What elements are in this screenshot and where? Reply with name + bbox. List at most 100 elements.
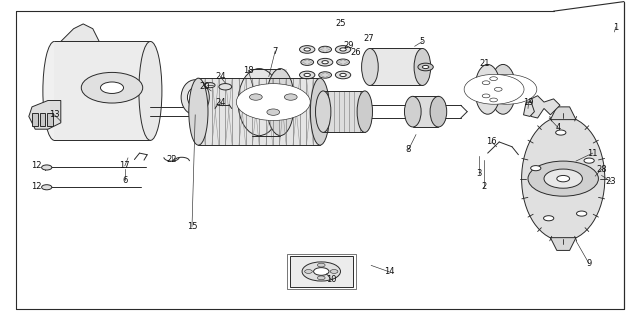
Circle shape <box>337 59 349 65</box>
Ellipse shape <box>404 96 421 127</box>
Circle shape <box>205 83 215 88</box>
Circle shape <box>335 46 351 53</box>
Ellipse shape <box>475 64 500 114</box>
Circle shape <box>320 49 323 50</box>
Bar <box>47 113 53 126</box>
Text: 10: 10 <box>326 275 336 284</box>
Circle shape <box>338 62 340 63</box>
Ellipse shape <box>316 91 331 132</box>
Bar <box>323 91 365 132</box>
Circle shape <box>284 94 297 100</box>
Text: 25: 25 <box>336 19 346 28</box>
Circle shape <box>340 60 342 61</box>
Circle shape <box>267 109 280 115</box>
Circle shape <box>344 63 346 64</box>
Circle shape <box>346 62 348 63</box>
Circle shape <box>326 76 328 77</box>
Circle shape <box>301 59 314 65</box>
Circle shape <box>317 276 325 280</box>
Circle shape <box>326 50 328 52</box>
Circle shape <box>328 74 330 76</box>
Circle shape <box>42 165 52 170</box>
Text: 24: 24 <box>215 72 225 81</box>
Text: 8: 8 <box>406 145 411 154</box>
Circle shape <box>477 74 537 104</box>
Text: 29: 29 <box>344 41 354 50</box>
Ellipse shape <box>266 69 294 136</box>
Text: 12: 12 <box>31 182 42 191</box>
Polygon shape <box>550 238 576 250</box>
Circle shape <box>319 72 332 78</box>
Text: 23: 23 <box>606 177 616 186</box>
Bar <box>198 78 320 145</box>
Text: 22: 22 <box>166 155 177 164</box>
Bar <box>290 256 353 287</box>
Bar <box>370 48 422 85</box>
Text: 16: 16 <box>486 137 497 146</box>
Circle shape <box>584 158 595 163</box>
Ellipse shape <box>490 64 516 114</box>
Text: 4: 4 <box>556 123 561 132</box>
Circle shape <box>344 60 346 61</box>
Circle shape <box>320 74 323 76</box>
Circle shape <box>328 49 330 50</box>
Ellipse shape <box>181 80 209 115</box>
Circle shape <box>304 60 307 61</box>
Circle shape <box>302 262 340 281</box>
Circle shape <box>482 81 490 85</box>
Polygon shape <box>524 102 534 116</box>
Text: 13: 13 <box>49 110 60 119</box>
Text: 19: 19 <box>524 98 534 107</box>
Circle shape <box>219 84 232 90</box>
Circle shape <box>322 61 328 64</box>
Bar <box>413 96 438 127</box>
Circle shape <box>304 73 310 77</box>
Circle shape <box>544 169 582 188</box>
Circle shape <box>490 98 497 102</box>
Ellipse shape <box>310 78 330 145</box>
Bar <box>287 254 356 289</box>
Ellipse shape <box>357 91 372 132</box>
Circle shape <box>319 46 332 53</box>
Circle shape <box>418 63 433 71</box>
Polygon shape <box>29 100 61 129</box>
Ellipse shape <box>522 116 605 241</box>
Bar <box>54 41 150 140</box>
Ellipse shape <box>189 78 208 145</box>
Polygon shape <box>528 96 560 118</box>
Text: 24: 24 <box>215 98 225 107</box>
Circle shape <box>340 73 346 77</box>
Circle shape <box>531 166 541 171</box>
Circle shape <box>422 65 429 69</box>
Text: 1: 1 <box>613 23 618 32</box>
Circle shape <box>335 71 351 79</box>
Text: 18: 18 <box>243 66 253 75</box>
Text: 9: 9 <box>586 259 591 268</box>
Circle shape <box>322 73 324 74</box>
Ellipse shape <box>414 48 431 85</box>
Text: 2: 2 <box>481 182 486 191</box>
Text: 15: 15 <box>187 222 197 231</box>
Circle shape <box>317 263 325 267</box>
Circle shape <box>490 77 497 81</box>
Ellipse shape <box>139 41 162 140</box>
Circle shape <box>300 71 315 79</box>
Circle shape <box>326 73 328 74</box>
Circle shape <box>577 211 587 216</box>
Text: 5: 5 <box>420 37 425 46</box>
Circle shape <box>326 47 328 48</box>
Bar <box>40 113 45 126</box>
Bar <box>32 113 38 126</box>
Circle shape <box>556 130 566 135</box>
Text: 11: 11 <box>588 149 598 158</box>
Text: 7: 7 <box>273 47 278 56</box>
Circle shape <box>308 63 310 64</box>
Circle shape <box>482 94 490 98</box>
Circle shape <box>322 50 324 52</box>
Text: 17: 17 <box>120 161 130 170</box>
Circle shape <box>308 60 310 61</box>
Text: 3: 3 <box>476 169 481 178</box>
Polygon shape <box>550 107 576 120</box>
Circle shape <box>302 62 305 63</box>
Circle shape <box>314 268 329 275</box>
